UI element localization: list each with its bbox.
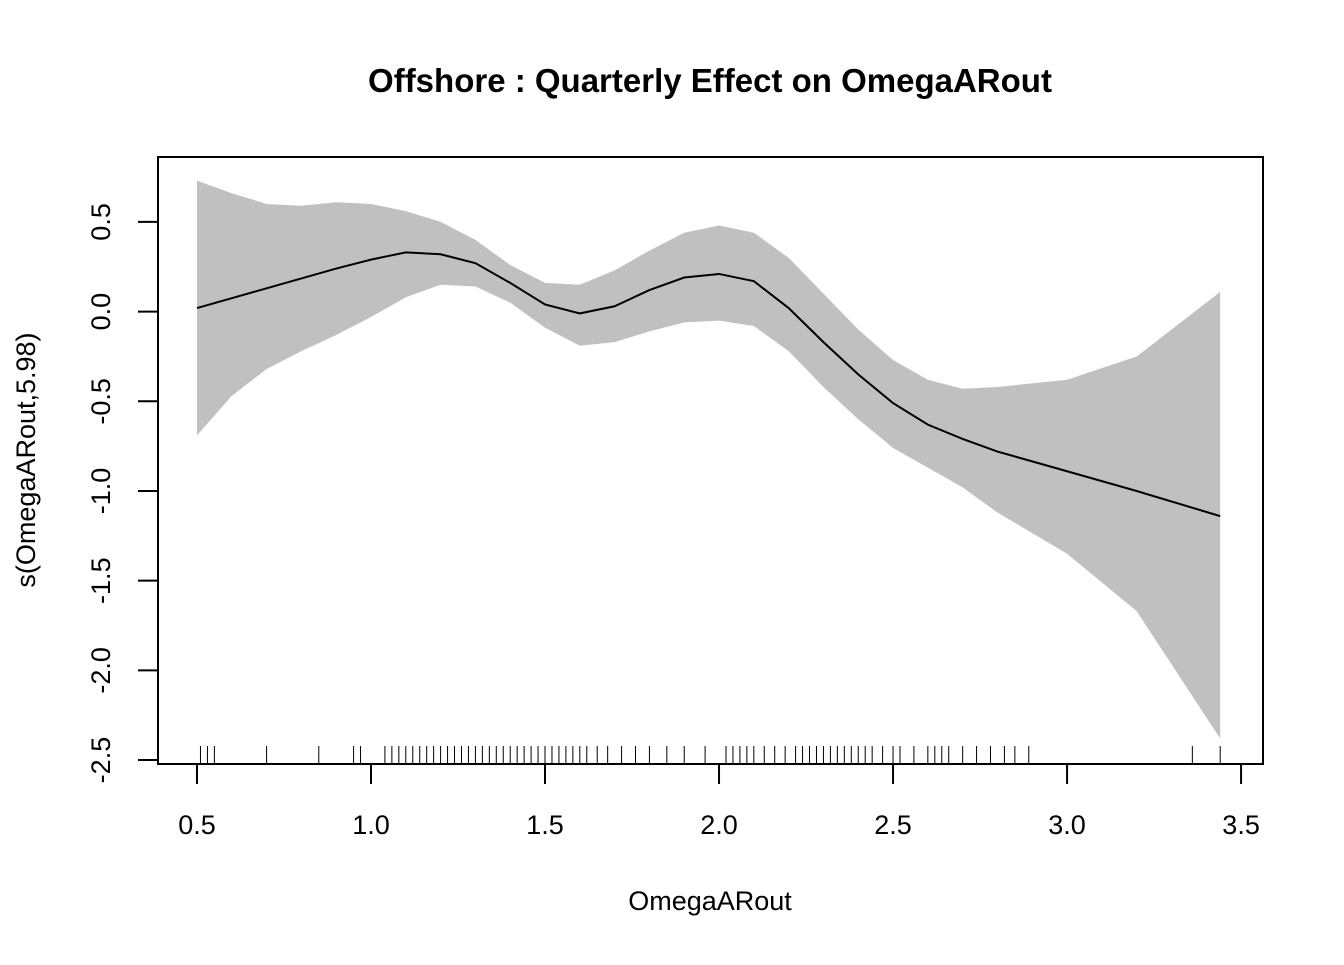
- fit-line: [196, 251, 1221, 518]
- x-tick-label: 0.5: [178, 810, 216, 840]
- x-tick-label: 2.5: [874, 810, 912, 840]
- x-tick-label: 2.0: [700, 810, 738, 840]
- y-tick-label: -1.5: [86, 557, 116, 604]
- x-tick-label: 3.0: [1048, 810, 1086, 840]
- confidence-band: [196, 180, 1221, 739]
- y-tick-label: -0.5: [86, 378, 116, 425]
- plot-frame: [157, 156, 1264, 765]
- x-axis-label: OmegaARout: [628, 886, 792, 916]
- x-tick-label: 3.5: [1222, 810, 1260, 840]
- y-tick-label: 0.5: [86, 203, 116, 241]
- y-axis-label: s(OmegaARout,5.98): [11, 332, 41, 587]
- y-tick-label: 0.0: [86, 293, 116, 331]
- y-tick-label: -2.5: [86, 737, 116, 784]
- chart-title: Offshore : Quarterly Effect on OmegaARou…: [368, 62, 1052, 99]
- y-tick-label: -2.0: [86, 647, 116, 694]
- y-tick-label: -1.0: [86, 468, 116, 515]
- x-tick-label: 1.5: [526, 810, 564, 840]
- x-tick-label: 1.0: [352, 810, 390, 840]
